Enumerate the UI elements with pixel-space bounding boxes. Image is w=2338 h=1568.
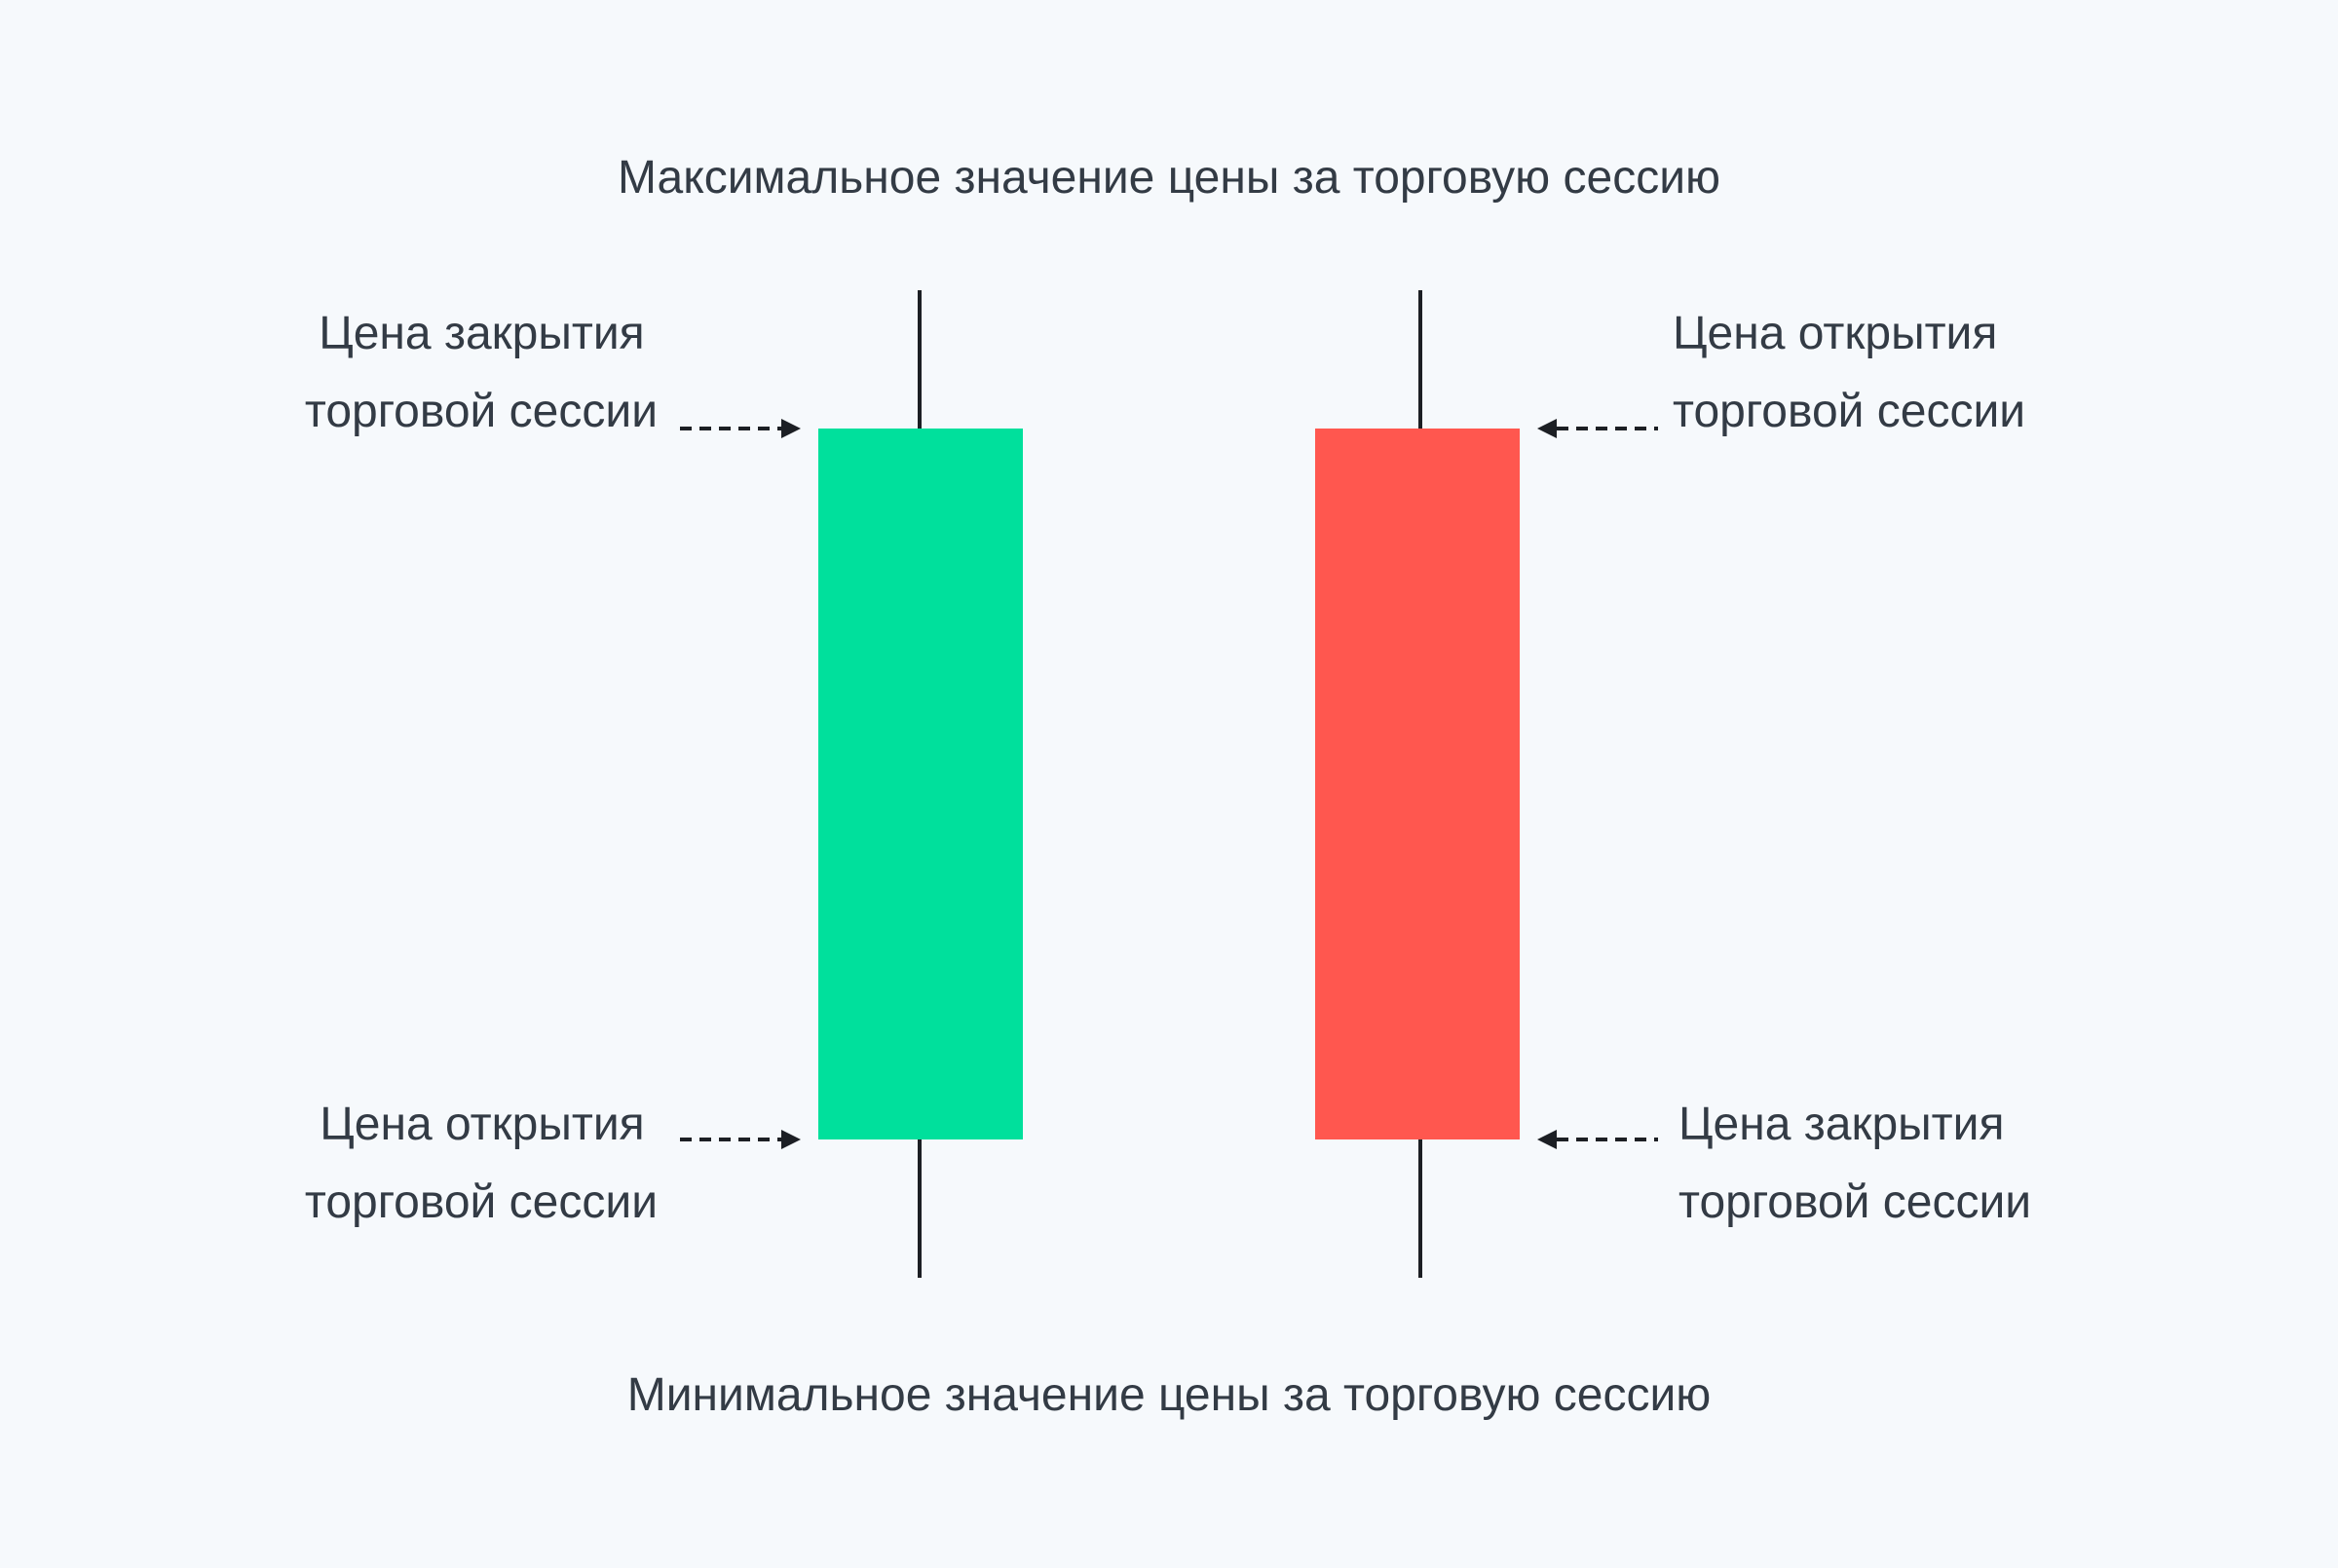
arrow-left-icon bbox=[1537, 1130, 1557, 1149]
label-line: торговой сессии bbox=[1678, 1176, 2031, 1228]
svg-text:Цена открытия торговой с: Цена открытия торговой сессии bbox=[305, 1099, 658, 1228]
arrow-right-icon bbox=[781, 419, 801, 438]
top-caption: Максимальное значение цены за торговую с… bbox=[618, 152, 1720, 204]
bearish-open-label: Цена открытия торговой сессии bbox=[1537, 308, 2025, 438]
label-line: Цена закрытия bbox=[319, 308, 644, 359]
bearish-candle-body bbox=[1315, 429, 1520, 1139]
svg-text:Цена закрытия торговой с: Цена закрытия торговой сессии bbox=[305, 308, 658, 437]
bearish-candle bbox=[1315, 290, 1520, 1278]
arrow-right-icon bbox=[781, 1130, 801, 1149]
bullish-candle bbox=[818, 290, 1023, 1278]
svg-text:Цена закрытия торговой с: Цена закрытия торговой сессии bbox=[1678, 1099, 2031, 1228]
bearish-close-label: Цена закрытия торговой сессии bbox=[1537, 1099, 2031, 1228]
arrow-left-icon bbox=[1537, 419, 1557, 438]
bullish-close-label: Цена закрытия торговой сессии bbox=[305, 308, 801, 438]
svg-text:Цена открытия торговой с: Цена открытия торговой сессии bbox=[1673, 308, 2025, 437]
label-line: Цена закрытия bbox=[1678, 1099, 2004, 1150]
bullish-open-label: Цена открытия торговой сессии bbox=[305, 1099, 801, 1228]
bullish-candle-body bbox=[818, 429, 1023, 1139]
label-line: торговой сессии bbox=[305, 386, 658, 437]
bottom-caption: Минимальное значение цены за торговую се… bbox=[627, 1369, 1712, 1421]
label-line: торговой сессии bbox=[305, 1176, 658, 1228]
label-line: Цена открытия bbox=[1673, 308, 1997, 359]
label-line: торговой сессии bbox=[1673, 386, 2025, 437]
label-line: Цена открытия bbox=[320, 1099, 644, 1150]
